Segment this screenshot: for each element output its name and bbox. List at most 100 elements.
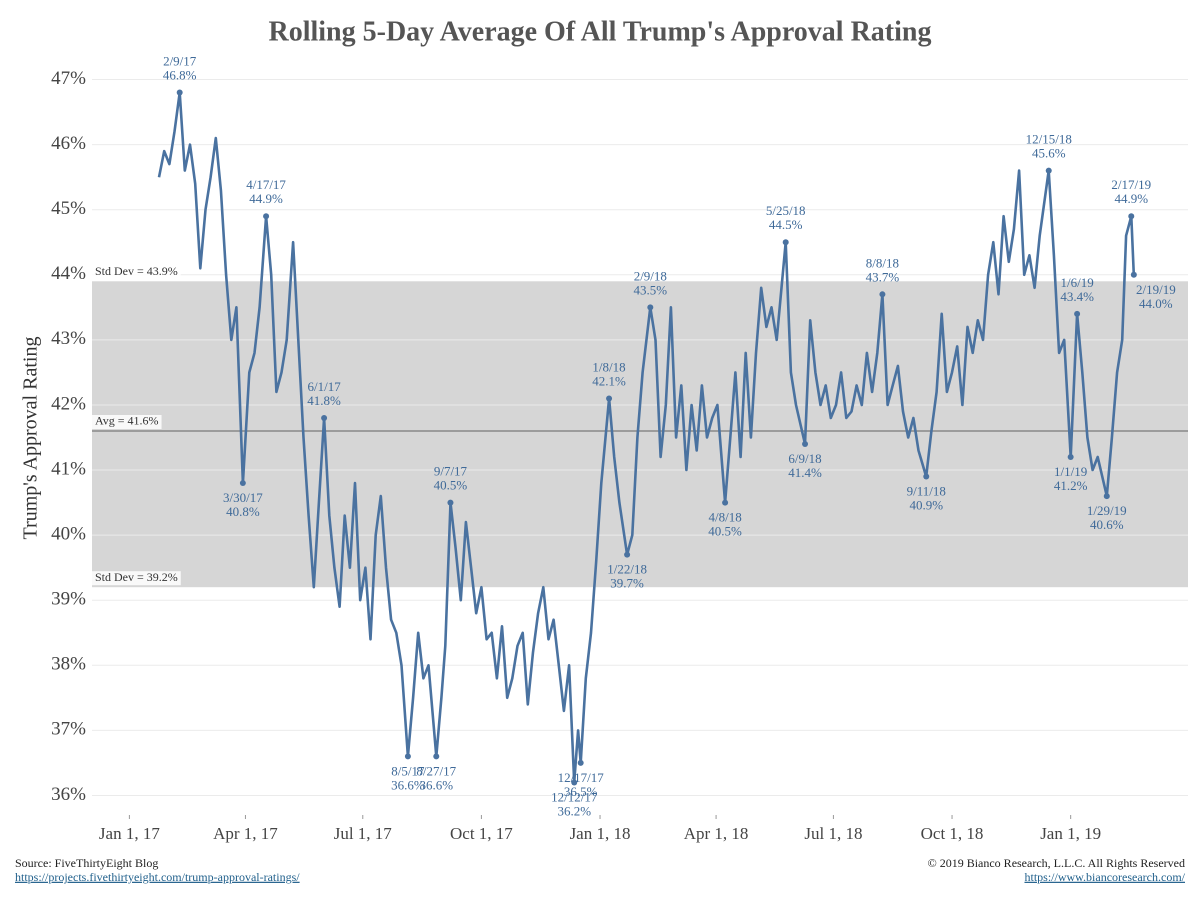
annotation-date: 9/7/17 xyxy=(434,464,468,479)
annotation-date: 1/6/19 xyxy=(1060,275,1093,290)
annotation-value: 40.6% xyxy=(1090,517,1124,532)
annotation-date: 3/30/17 xyxy=(223,490,263,505)
ref-label-bg xyxy=(92,414,162,429)
annotation-date: 4/17/17 xyxy=(246,177,286,192)
annotation-value: 43.5% xyxy=(634,282,668,297)
annotation-point xyxy=(176,89,183,96)
source: Source: FiveThirtyEight Blog xyxy=(15,856,158,870)
annotation-value: 36.2% xyxy=(557,803,591,818)
annotation-value: 43.7% xyxy=(866,269,900,284)
ref-label: Avg = 41.6% xyxy=(95,414,159,428)
annotation-date: 1/22/18 xyxy=(607,562,647,577)
x-tick-label: Jul 1, 18 xyxy=(804,824,862,843)
y-tick-label: 46% xyxy=(51,133,86,154)
annotation-value: 40.9% xyxy=(909,498,943,513)
annotation-point xyxy=(571,779,578,786)
x-tick-label: Jan 1, 17 xyxy=(99,824,160,843)
annotation-point xyxy=(1067,454,1074,461)
source-url[interactable]: https://projects.fivethirtyeight.com/tru… xyxy=(15,870,300,884)
y-tick-label: 41% xyxy=(51,458,86,479)
ref-label-bg xyxy=(92,571,181,586)
ref-label-bg xyxy=(92,265,181,280)
annotation-point xyxy=(1103,493,1110,500)
annotation-date: 8/5/17 xyxy=(391,763,425,778)
annotation-date: 2/17/19 xyxy=(1111,177,1151,192)
annotation-value: 41.2% xyxy=(1054,478,1088,493)
annotation-date: 8/8/18 xyxy=(866,255,899,270)
annotation-value: 43.4% xyxy=(1060,289,1094,304)
ref-label: Std Dev = 43.9% xyxy=(95,264,178,278)
annotation-point xyxy=(239,480,246,487)
annotation-value: 42.1% xyxy=(592,373,626,388)
x-tick-label: Apr 1, 17 xyxy=(213,824,278,843)
x-tick-label: Oct 1, 17 xyxy=(450,824,513,843)
y-tick-label: 44% xyxy=(51,263,86,284)
annotation-value: 44.9% xyxy=(1114,191,1148,206)
x-tick-label: Apr 1, 18 xyxy=(684,824,749,843)
x-tick-label: Jan 1, 19 xyxy=(1040,824,1101,843)
annotation-date: 12/12/17 xyxy=(551,789,598,804)
annotation-value: 46.8% xyxy=(163,68,197,83)
annotation-date: 12/17/17 xyxy=(558,770,605,785)
y-tick-label: 38% xyxy=(51,654,86,675)
y-tick-label: 42% xyxy=(51,393,86,414)
annotation-point xyxy=(433,753,440,760)
annotation-value: 41.8% xyxy=(307,393,341,408)
annotation-point xyxy=(606,395,613,402)
annotation-point xyxy=(624,551,631,558)
annotation-date: 6/9/18 xyxy=(788,451,821,466)
annotation-date: 12/15/18 xyxy=(1026,132,1072,147)
annotation-point xyxy=(1130,271,1137,278)
annotation-date: 1/1/19 xyxy=(1054,464,1087,479)
annotation-value: 44.5% xyxy=(769,217,803,232)
y-tick-label: 37% xyxy=(51,719,86,740)
annotation-date: 6/1/17 xyxy=(307,379,341,394)
annotation-point xyxy=(647,304,654,311)
annotation-point xyxy=(263,213,270,220)
annotation-point xyxy=(447,499,454,506)
y-tick-label: 43% xyxy=(51,328,86,349)
annotation-date: 2/9/18 xyxy=(634,268,667,283)
annotation-date: 2/9/17 xyxy=(163,54,197,69)
y-axis-label: Trump's Approval Rating xyxy=(20,337,42,540)
annotation-value: 36.5% xyxy=(564,784,598,799)
copyright-url[interactable]: https://www.biancoresearch.com/ xyxy=(1024,870,1185,884)
annotation-date: 1/29/19 xyxy=(1087,503,1127,518)
annotation-point xyxy=(321,414,328,421)
copyright: © 2019 Bianco Research, L.L.C. All Right… xyxy=(928,856,1185,870)
y-tick-label: 36% xyxy=(51,784,86,805)
annotation-point xyxy=(923,473,930,480)
annotation-value: 40.8% xyxy=(226,504,260,519)
y-tick-label: 47% xyxy=(51,68,86,89)
annotation-point xyxy=(802,441,809,448)
ref-label: Std Dev = 39.2% xyxy=(95,570,178,584)
annotation-date: 1/8/18 xyxy=(592,359,625,374)
annotation-point xyxy=(577,759,584,766)
annotation-point xyxy=(1074,310,1081,317)
annotation-value: 39.7% xyxy=(610,576,644,591)
annotation-point xyxy=(782,239,789,246)
annotation-value: 40.5% xyxy=(434,478,468,493)
annotation-date: 4/8/18 xyxy=(708,510,741,525)
annotation-value: 45.6% xyxy=(1032,146,1066,161)
x-tick-label: Jan 1, 18 xyxy=(570,824,631,843)
y-tick-label: 40% xyxy=(51,523,86,544)
annotation-point xyxy=(722,499,729,506)
annotation-value: 36.6% xyxy=(391,777,425,792)
annotation-value: 36.6% xyxy=(419,777,453,792)
annotation-date: 8/27/17 xyxy=(416,763,456,778)
annotation-point xyxy=(879,291,886,298)
annotation-point xyxy=(1128,213,1135,220)
chart-title: Rolling 5-Day Average Of All Trump's App… xyxy=(269,16,932,47)
annotation-value: 44.0% xyxy=(1139,296,1173,311)
annotation-value: 44.9% xyxy=(249,191,283,206)
y-tick-label: 45% xyxy=(51,198,86,219)
annotation-point xyxy=(404,753,411,760)
annotation-date: 2/19/19 xyxy=(1136,282,1176,297)
annotation-value: 41.4% xyxy=(788,465,822,480)
x-tick-label: Jul 1, 17 xyxy=(334,824,393,843)
annotation-point xyxy=(1045,167,1052,174)
annotation-date: 9/11/18 xyxy=(907,484,946,499)
annotation-value: 40.5% xyxy=(708,524,742,539)
